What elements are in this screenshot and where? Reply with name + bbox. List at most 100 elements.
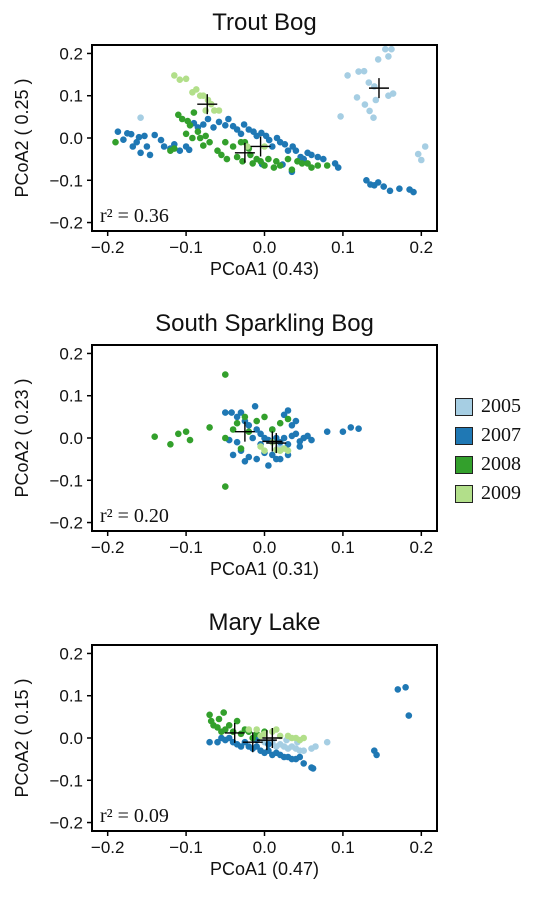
data-point [334, 164, 342, 171]
data-point [157, 136, 165, 144]
data-point [215, 715, 223, 723]
data-point [308, 436, 315, 444]
y-tick-label: −0.1 [49, 471, 83, 490]
data-point [214, 738, 221, 746]
x-tick-label: 0.1 [331, 538, 355, 557]
x-tick-label: 0.1 [331, 238, 355, 257]
data-point [222, 371, 229, 378]
data-point [244, 143, 251, 150]
data-point [355, 425, 362, 433]
data-point [237, 730, 245, 738]
y-tick-label: 0.2 [59, 644, 83, 663]
data-point [200, 142, 207, 149]
data-point [365, 79, 373, 86]
data-point [257, 158, 264, 165]
data-point [225, 115, 232, 123]
data-point [240, 121, 248, 128]
data-point [382, 45, 389, 53]
data-point [253, 455, 260, 463]
data-point [182, 75, 190, 83]
data-point [233, 419, 241, 427]
data-point [215, 118, 223, 126]
data-point [261, 162, 268, 169]
legend-swatch-2009 [455, 484, 473, 503]
data-point [120, 136, 127, 143]
data-point [323, 162, 331, 169]
centroid-marker [242, 732, 263, 753]
data-point [373, 751, 380, 759]
data-point [167, 147, 174, 154]
data-point [394, 686, 402, 693]
data-point [284, 447, 292, 455]
data-point [370, 114, 377, 121]
data-point [265, 136, 273, 144]
scatter-panel-3: Mary Lake −0.2 −0.1 0.0 0.1 0.2 −0.2 −0.1 0.0 0.1… [12, 609, 438, 879]
legend-item-2009: 2009 [455, 479, 521, 508]
data-point [312, 743, 319, 750]
data-point [304, 432, 311, 440]
data-point [222, 483, 229, 490]
data-point [269, 143, 276, 150]
data-point [135, 133, 143, 141]
r-squared-annotation: r² = 0.20 [100, 505, 169, 527]
data-point [269, 451, 276, 459]
data-point [269, 426, 276, 433]
data-point [229, 728, 237, 735]
data-point [112, 138, 119, 146]
series-2009 [257, 438, 292, 455]
x-tick-label: 0.2 [409, 538, 433, 557]
r-squared-annotation: r² = 0.09 [100, 805, 169, 827]
data-point [193, 86, 200, 93]
data-point [402, 684, 409, 691]
y-tick-label: 0.2 [59, 344, 83, 363]
x-tick-label: 0.1 [331, 838, 355, 857]
data-point [245, 726, 253, 733]
data-point [233, 126, 241, 133]
data-point [176, 76, 184, 83]
x-axis-label: PCoA1 (0.43) [210, 259, 319, 279]
data-point [160, 143, 168, 150]
y-tick-label: 0.2 [59, 44, 83, 63]
data-point [298, 160, 306, 167]
data-point [202, 107, 209, 114]
data-point [284, 441, 292, 448]
data-point [200, 92, 207, 99]
data-point [175, 430, 182, 438]
data-point [245, 453, 253, 461]
series-2008 [151, 371, 292, 490]
data-point [265, 155, 272, 163]
x-axis-label: PCoA1 (0.47) [210, 859, 319, 879]
data-point [210, 124, 217, 131]
centroid-marker [250, 136, 271, 157]
data-point [323, 428, 331, 436]
y-tick-label: 0.0 [59, 429, 83, 448]
legend-label: 2007 [481, 424, 521, 446]
y-axis-label: PCoA2 ( 0.23 ) [12, 378, 32, 497]
y-tick-label: 0.0 [59, 729, 83, 748]
data-point [237, 409, 245, 416]
data-point [296, 443, 304, 450]
series-2007 [222, 403, 362, 469]
x-tick-label: 0.0 [253, 238, 277, 257]
data-point [237, 445, 245, 452]
data-point [344, 72, 351, 79]
data-point [182, 130, 190, 138]
data-point [237, 743, 245, 750]
data-point [284, 415, 292, 423]
data-point [361, 101, 369, 108]
data-point [237, 130, 245, 138]
data-point [360, 67, 368, 75]
data-point [229, 451, 237, 459]
data-point [320, 155, 327, 163]
y-tick-label: −0.2 [49, 514, 83, 533]
data-point [414, 150, 422, 158]
x-tick-label: 0.2 [409, 838, 433, 857]
data-point [353, 94, 361, 101]
legend-swatch-2005 [455, 397, 473, 416]
data-point [218, 151, 225, 159]
data-point [396, 185, 403, 192]
data-point [189, 134, 196, 142]
data-point [206, 424, 213, 431]
data-point [389, 90, 397, 97]
data-point [245, 422, 253, 429]
